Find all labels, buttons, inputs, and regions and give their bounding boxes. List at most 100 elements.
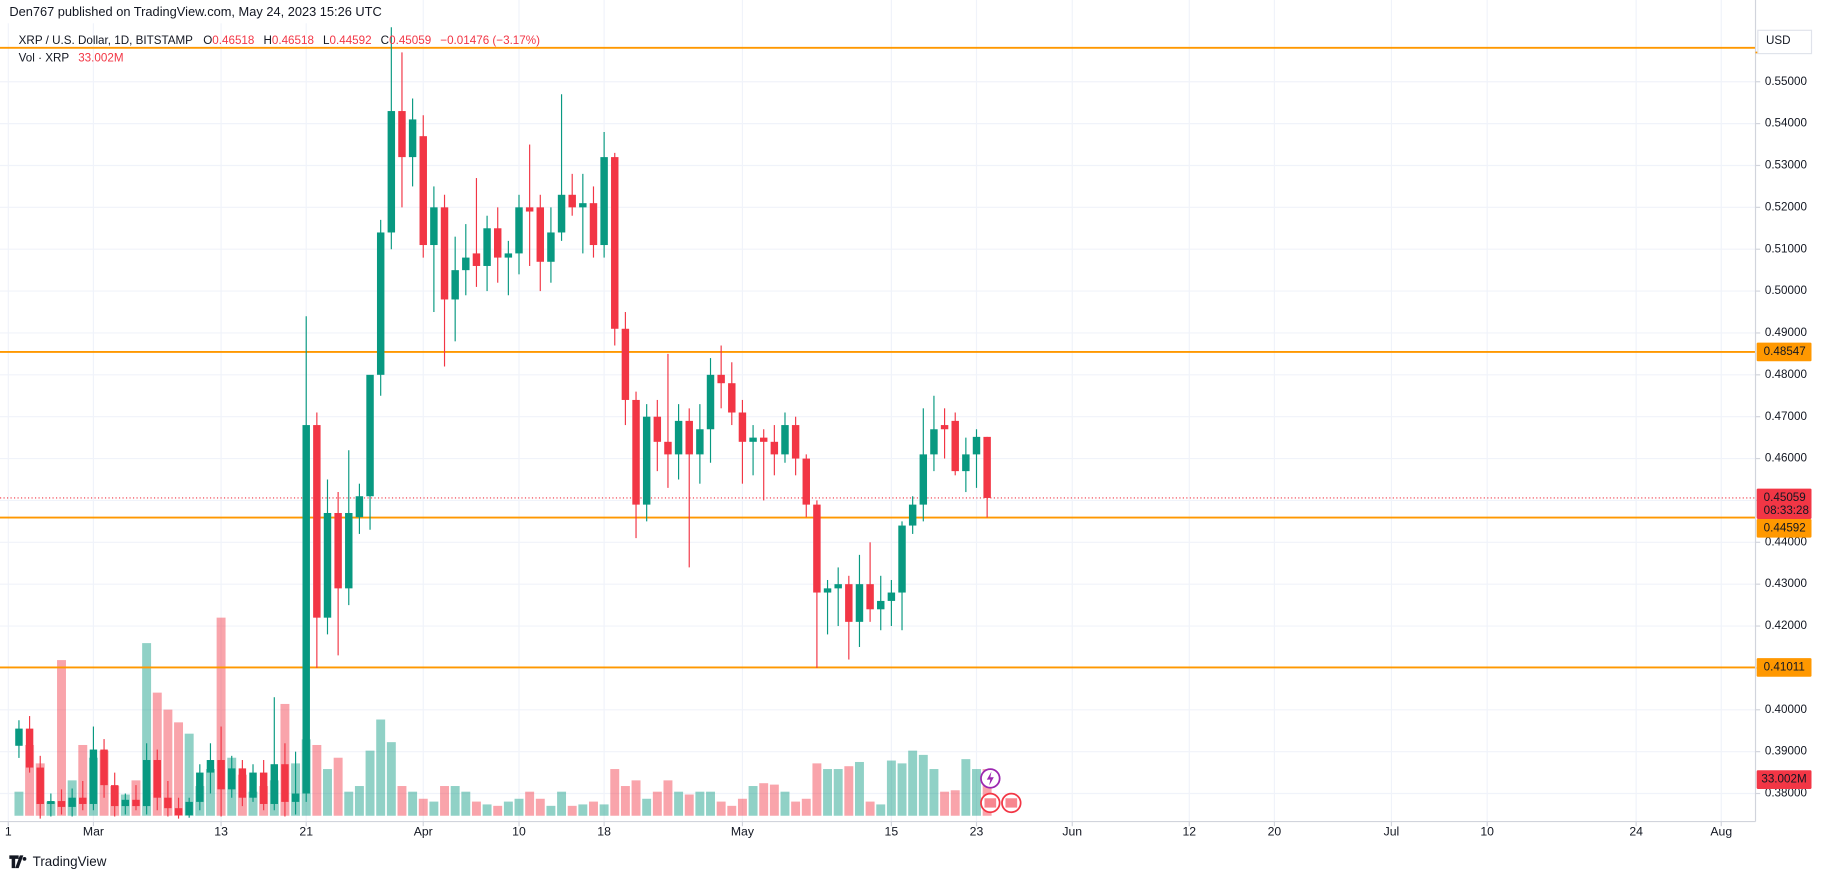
volume-bar bbox=[482, 804, 492, 816]
flag-icon-fill bbox=[984, 798, 997, 808]
footer: TradingView bbox=[9, 854, 107, 869]
footer-logo-dot bbox=[22, 856, 27, 861]
volume-bar bbox=[897, 763, 907, 816]
currency-box: USD bbox=[1757, 29, 1813, 55]
volume-bar bbox=[386, 742, 396, 816]
x-tick-label: 10 bbox=[1480, 824, 1494, 838]
publish-header: Den767 published on TradingView.com, May… bbox=[9, 4, 381, 19]
volume-bar bbox=[461, 791, 471, 816]
volume-legend: Vol · XRP 33.002M bbox=[19, 51, 124, 64]
candle-body bbox=[291, 793, 300, 802]
x-tick-label: Jul bbox=[1384, 824, 1400, 838]
candle-body bbox=[823, 588, 832, 593]
volume-bar bbox=[535, 798, 545, 816]
volume-bar bbox=[833, 769, 843, 816]
volume-bar bbox=[716, 801, 726, 816]
volume-bar bbox=[908, 750, 918, 816]
candle-body bbox=[813, 504, 821, 593]
x-tick-label: May bbox=[731, 824, 755, 838]
countdown-label: 08:33:28 bbox=[1764, 504, 1809, 517]
candle-body bbox=[15, 728, 23, 746]
volume-bar bbox=[652, 791, 662, 816]
candle-body bbox=[47, 801, 55, 804]
volume-bar bbox=[674, 791, 684, 816]
volume-bar bbox=[408, 791, 418, 816]
volume-bar bbox=[823, 769, 833, 816]
candle-body bbox=[79, 797, 87, 804]
price-badge-label: 0.45059 bbox=[1764, 491, 1806, 504]
candle-body bbox=[345, 512, 353, 589]
x-tick-label: 13 bbox=[214, 824, 228, 838]
candle-body bbox=[557, 194, 566, 233]
candle-body bbox=[313, 425, 321, 618]
candle-body bbox=[908, 504, 917, 526]
volume-bar bbox=[695, 791, 705, 816]
candle-body bbox=[228, 768, 236, 790]
volume-bar bbox=[876, 804, 886, 816]
candle-body bbox=[536, 207, 545, 262]
volume-bar bbox=[940, 791, 950, 816]
candle-body bbox=[281, 764, 289, 802]
candle-body bbox=[323, 512, 332, 618]
candle-body bbox=[877, 600, 885, 610]
candle-body bbox=[983, 436, 991, 498]
candle-body bbox=[525, 207, 534, 212]
x-tick-label: 1 bbox=[5, 824, 12, 838]
y-tick-label: 0.51000 bbox=[1765, 242, 1808, 255]
y-tick-label: 0.48000 bbox=[1765, 368, 1808, 381]
level-badge bbox=[1756, 342, 1812, 362]
candle-body bbox=[600, 157, 608, 246]
candle-body bbox=[738, 412, 747, 442]
candle-body bbox=[430, 207, 438, 246]
volume-bar bbox=[312, 744, 322, 816]
volume-bar bbox=[599, 804, 609, 816]
candle-body bbox=[898, 525, 906, 593]
volume-bar bbox=[248, 791, 258, 816]
ohlc-label: O bbox=[203, 34, 212, 47]
candle-body bbox=[504, 253, 513, 258]
volume-bar bbox=[557, 791, 567, 816]
candle-body bbox=[611, 157, 619, 329]
candle-body bbox=[462, 257, 470, 271]
candle-body bbox=[142, 760, 151, 807]
candle-body bbox=[110, 785, 119, 807]
candle-body bbox=[217, 760, 225, 790]
volume-bar bbox=[801, 798, 811, 816]
flag-icon-fill bbox=[1005, 798, 1018, 808]
volume-bar bbox=[397, 786, 407, 816]
change-value: −0.01476 (−3.17%) bbox=[440, 34, 540, 47]
ohlc-label: L bbox=[323, 34, 330, 47]
volume-bar bbox=[854, 761, 864, 816]
volume-bar bbox=[344, 791, 354, 816]
ohlc-label: H bbox=[263, 34, 271, 47]
candle-body bbox=[259, 772, 268, 804]
volume-bar bbox=[780, 791, 790, 816]
candle-body bbox=[855, 584, 864, 622]
candle-body bbox=[164, 797, 172, 809]
candle-body bbox=[951, 420, 959, 472]
volume-bar bbox=[663, 780, 673, 816]
candle-body bbox=[664, 441, 672, 455]
volume-bar bbox=[567, 805, 577, 816]
y-tick-label: 0.52000 bbox=[1765, 200, 1808, 213]
volume-bar bbox=[706, 791, 715, 816]
y-tick-label: 0.55000 bbox=[1765, 75, 1808, 88]
candle-body bbox=[770, 441, 779, 455]
volume-title: Vol · XRP bbox=[19, 51, 70, 64]
y-tick-label: 0.44000 bbox=[1765, 535, 1808, 548]
candle-body bbox=[791, 425, 800, 459]
x-tick-label: Mar bbox=[83, 824, 104, 838]
candle-body bbox=[866, 584, 874, 610]
footer-brand: TradingView bbox=[33, 854, 107, 869]
candle-body bbox=[472, 253, 481, 266]
volume-bar bbox=[333, 757, 343, 816]
ohlc-label: C bbox=[381, 34, 389, 47]
x-tick-label: 18 bbox=[597, 824, 611, 838]
x-tick-label: 23 bbox=[970, 824, 984, 838]
candle-body bbox=[834, 584, 842, 589]
y-tick-label: 0.40000 bbox=[1765, 703, 1808, 716]
candle-body bbox=[781, 425, 789, 455]
volume-bar bbox=[418, 798, 428, 816]
volume-bar bbox=[918, 754, 928, 816]
volume-badge bbox=[1756, 770, 1812, 789]
